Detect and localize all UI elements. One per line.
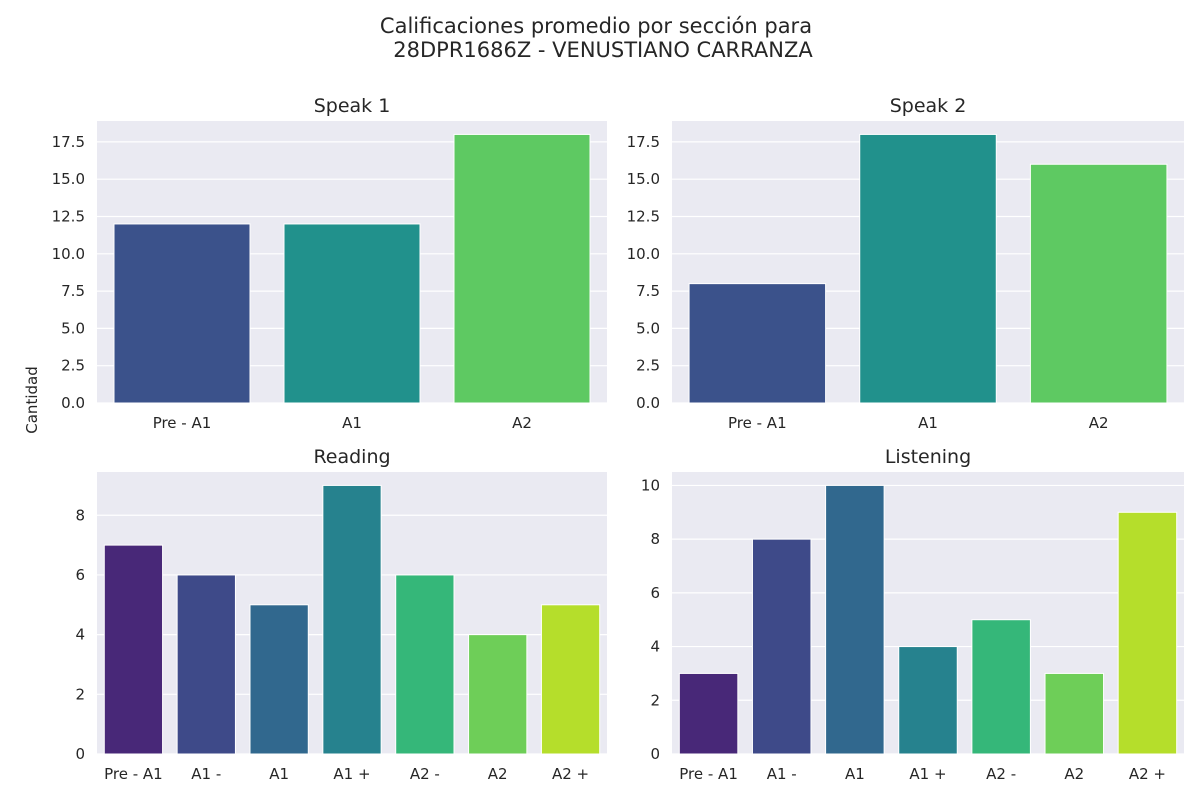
- x-tick-label: A1: [269, 765, 289, 783]
- y-tick-label: 10.0: [52, 245, 85, 263]
- x-tick-label: A1 -: [191, 765, 221, 783]
- y-tick-label: 7.5: [636, 282, 660, 300]
- bar-a2: [453, 133, 591, 404]
- y-tick-label: 7.5: [61, 282, 85, 300]
- bar-pre-a1: [113, 223, 251, 404]
- x-tick-label: A2: [488, 765, 508, 783]
- subplot-3: 0 2 4 6 8 10 Pre - A1 A1 - A1 A1 + A2 - A2 A2 + Liste…: [641, 446, 1184, 783]
- bar-pre-a1: [678, 672, 739, 755]
- bar-a1: [825, 484, 885, 755]
- x-tick-label: A2: [1064, 765, 1084, 783]
- x-tick-label: A2 +: [552, 765, 589, 783]
- bar-a2: [1029, 163, 1168, 404]
- y-tick-label: 10.0: [627, 245, 660, 263]
- bar-a1-: [751, 538, 812, 755]
- y-tick-label: 10: [641, 476, 660, 494]
- x-tick-label: A1: [918, 414, 938, 432]
- bar-pre-a1: [103, 544, 164, 755]
- subplot-title: Speak 1: [314, 95, 391, 117]
- bar-a2-: [1117, 511, 1178, 755]
- x-tick-label: A2: [1089, 414, 1109, 432]
- bar-a1-: [898, 646, 958, 755]
- y-tick-label: 15.0: [627, 170, 660, 188]
- y-tick-label: 0.0: [61, 394, 85, 412]
- bar-a2: [1044, 672, 1105, 755]
- subplot-0: 0.0 2.5 5.0 7.5 10.0 12.5 15.0 17.5 Pre - A1 A1 A2…: [52, 95, 607, 432]
- y-tick-label: 5.0: [61, 319, 85, 337]
- subplot-2: 0 2 4 6 8 Pre - A1 A1 - A1 A1 + A2 - A2 A2 + Reading: [75, 446, 607, 783]
- y-tick-label: 0: [650, 745, 660, 763]
- x-tick-label: Pre - A1: [679, 765, 738, 783]
- y-tick-label: 8: [75, 506, 85, 524]
- subplots: 0.0 2.5 5.0 7.5 10.0 12.5 15.0 17.5 Pre - A1 A1 A2…: [52, 95, 1184, 783]
- x-tick-label: A1 -: [767, 765, 797, 783]
- subplot-title: Reading: [313, 446, 390, 468]
- figure-title-line1: Calificaciones promedio por sección para: [380, 14, 812, 38]
- bar-a2-: [540, 604, 601, 755]
- y-tick-label: 0: [75, 745, 85, 763]
- bar-a2: [468, 634, 528, 755]
- x-tick-label: A1 +: [909, 765, 946, 783]
- bar-a2-: [395, 574, 455, 755]
- x-tick-label: A2 -: [410, 765, 440, 783]
- bar-pre-a1: [688, 283, 827, 404]
- x-tick-label: Pre - A1: [728, 414, 787, 432]
- y-tick-label: 2.5: [636, 357, 660, 375]
- x-tick-label: A2: [512, 414, 532, 432]
- y-axis-label: Cantidad: [23, 366, 41, 433]
- x-tick-label: A1: [342, 414, 362, 432]
- bar-a1: [859, 133, 997, 404]
- y-tick-label: 0.0: [636, 394, 660, 412]
- bar-a1-: [176, 574, 236, 755]
- y-tick-label: 6: [650, 584, 660, 602]
- figure-title-line2: 28DPR1686Z - VENUSTIANO CARRANZA: [393, 38, 813, 62]
- bar-a1-: [322, 484, 382, 755]
- y-tick-label: 6: [75, 566, 85, 584]
- x-tick-label: Pre - A1: [104, 765, 163, 783]
- subplot-1: 0.0 2.5 5.0 7.5 10.0 12.5 15.0 17.5 Pre - A1 A1 A2…: [627, 95, 1184, 432]
- y-tick-label: 12.5: [52, 207, 85, 225]
- y-tick-label: 17.5: [627, 133, 660, 151]
- y-tick-label: 8: [650, 530, 660, 548]
- y-tick-label: 2.5: [61, 357, 85, 375]
- y-tick-label: 5.0: [636, 319, 660, 337]
- x-tick-label: A2 +: [1129, 765, 1166, 783]
- x-tick-label: A1: [845, 765, 865, 783]
- bar-a1: [283, 223, 421, 404]
- x-tick-label: A2 -: [986, 765, 1016, 783]
- y-tick-label: 4: [75, 626, 85, 644]
- y-tick-label: 17.5: [52, 133, 85, 151]
- subplot-title: Listening: [885, 446, 971, 468]
- x-tick-label: Pre - A1: [153, 414, 212, 432]
- subplot-title: Speak 2: [890, 95, 967, 117]
- y-tick-label: 2: [75, 685, 85, 703]
- x-tick-label: A1 +: [333, 765, 370, 783]
- y-tick-label: 15.0: [52, 170, 85, 188]
- bar-a1: [249, 604, 309, 755]
- y-tick-label: 4: [650, 638, 660, 656]
- y-tick-label: 2: [650, 691, 660, 709]
- bar-a2-: [971, 619, 1031, 755]
- y-tick-label: 12.5: [627, 207, 660, 225]
